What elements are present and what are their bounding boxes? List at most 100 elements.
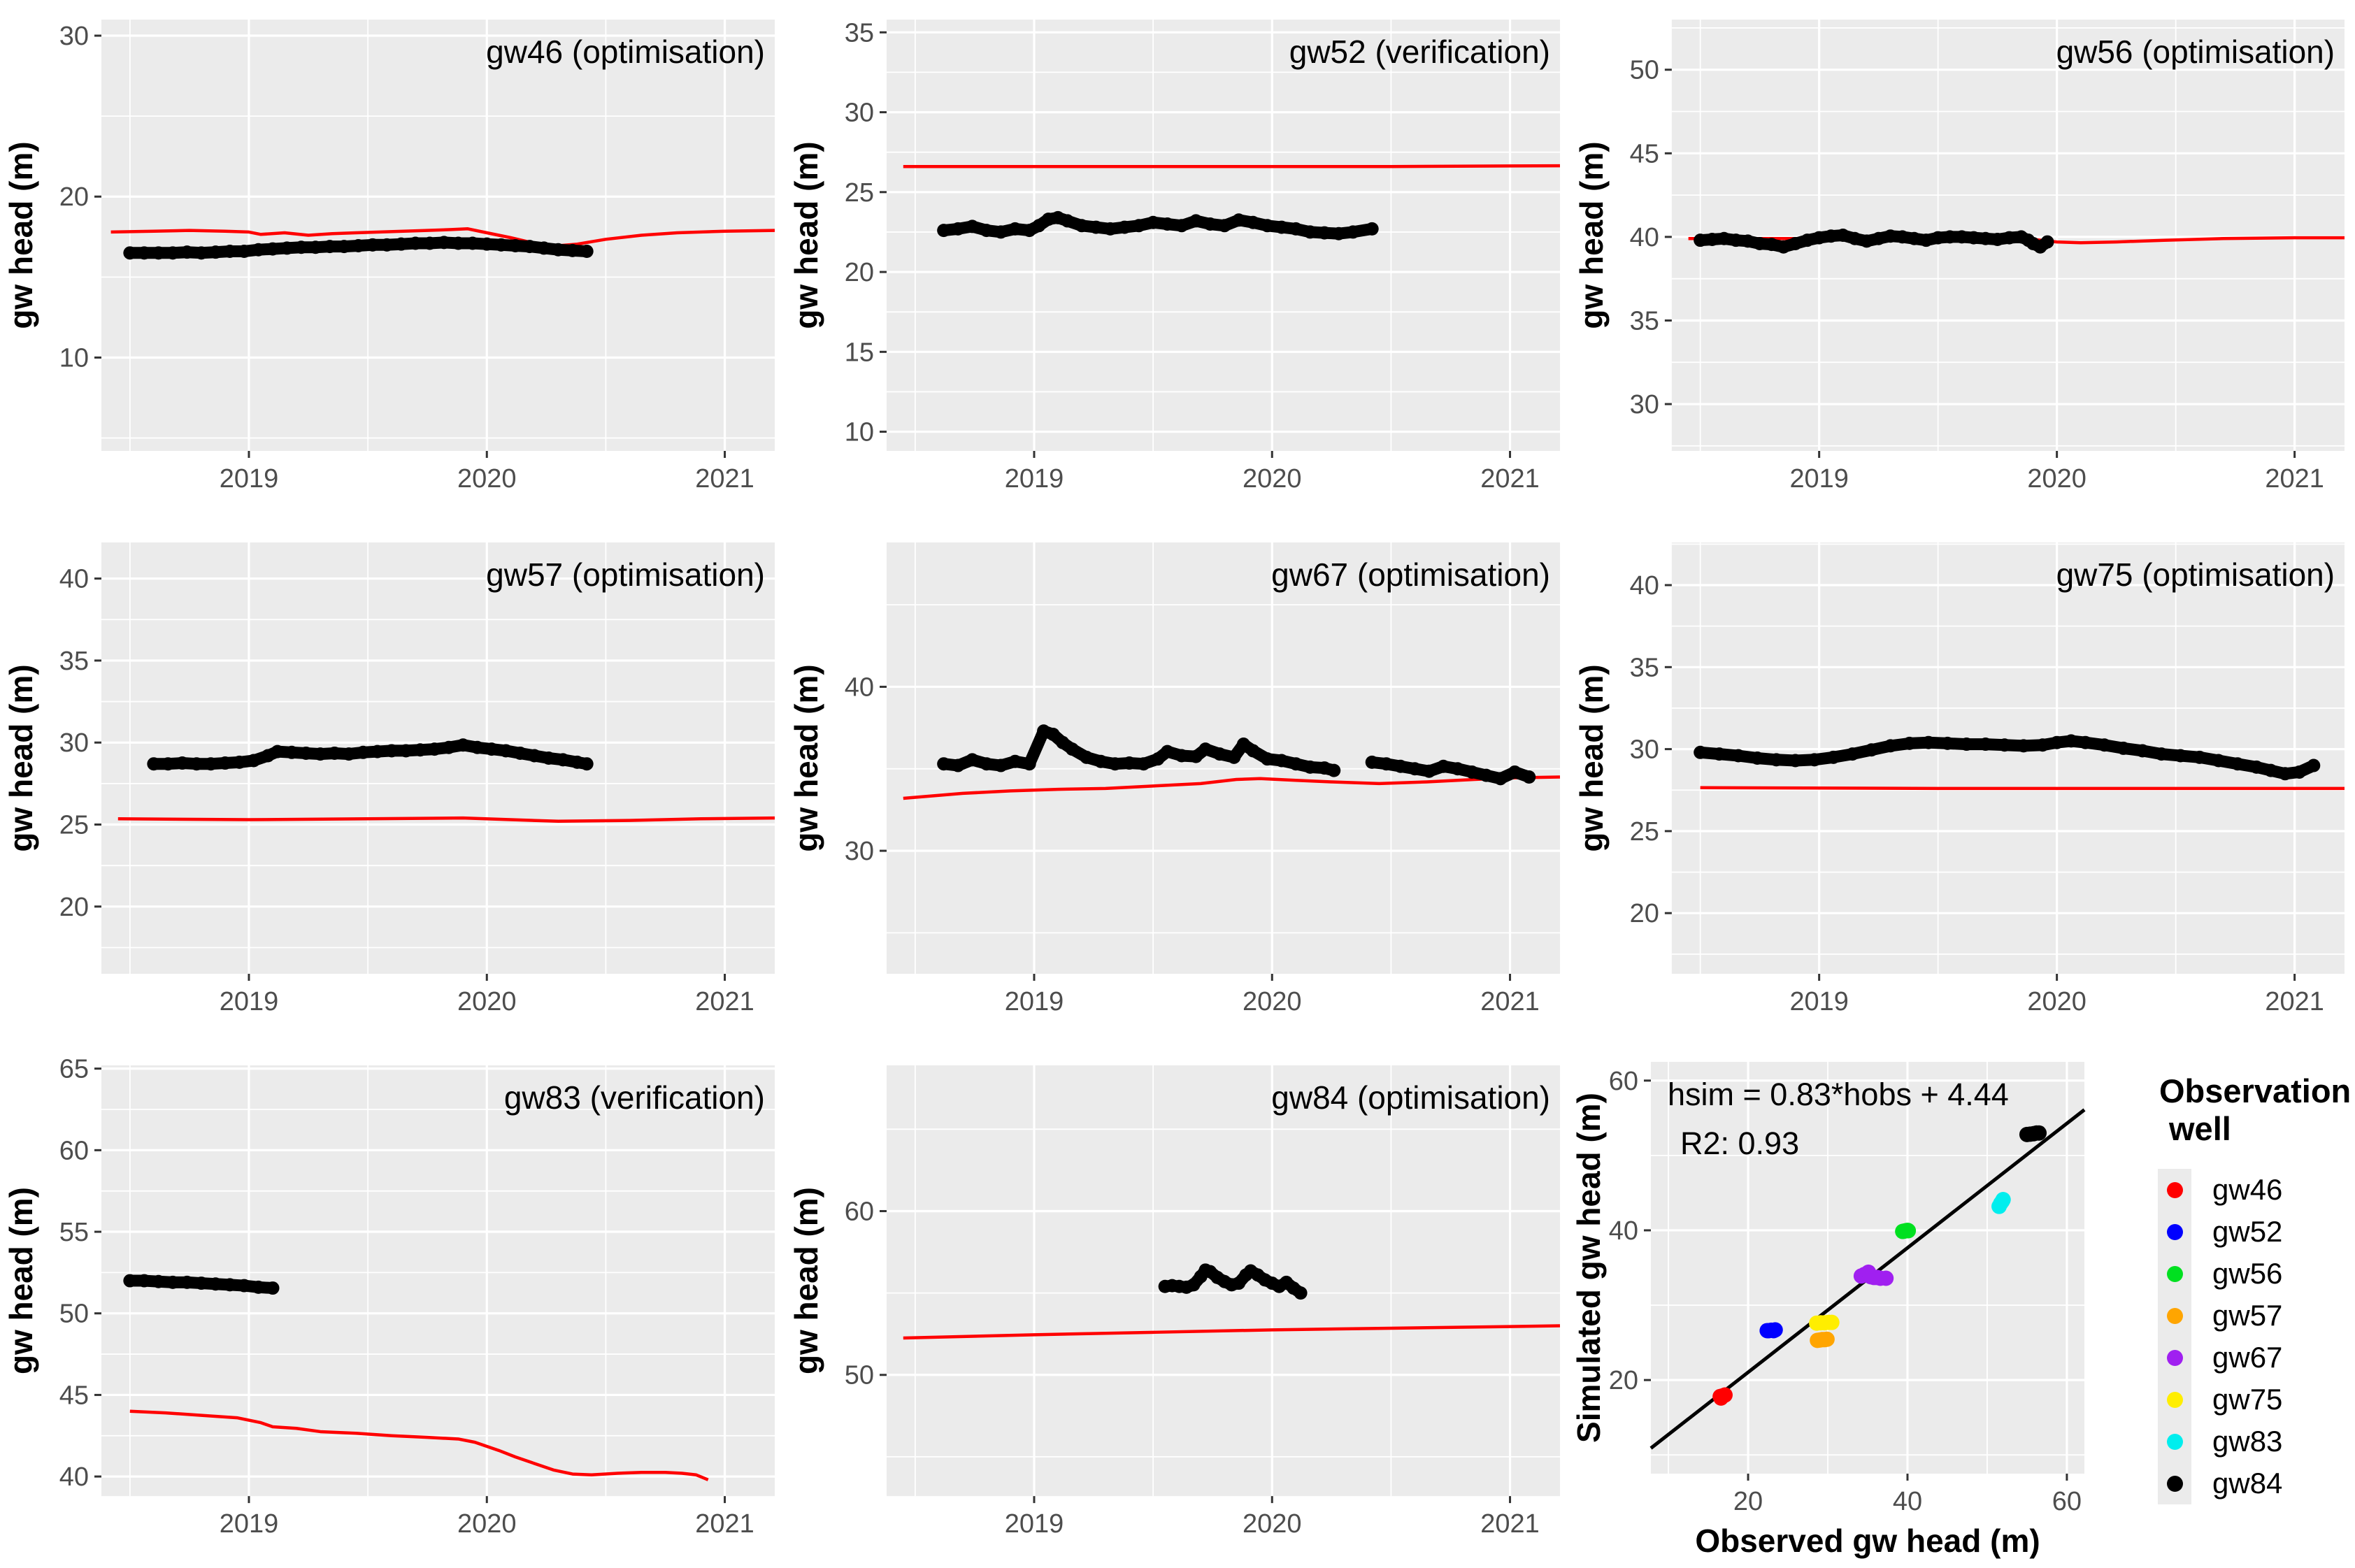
axes: 2019 2020 2021 40 45 50 55 60 65 — [59, 1055, 754, 1539]
svg-text:2019: 2019 — [220, 1509, 279, 1539]
regression-equation: hsim = 0.83*hobs + 4.44 — [1668, 1077, 2009, 1112]
svg-text:60: 60 — [845, 1197, 874, 1226]
svg-text:2020: 2020 — [457, 987, 517, 1016]
gridlines — [887, 20, 1560, 451]
subplot-gw84: 2019 2020 2021 50 60 gw84 (optimisation) gw he… — [785, 1046, 1570, 1568]
legend-dot-icon — [2166, 1181, 2183, 1198]
legend-dot-icon — [2166, 1307, 2183, 1324]
svg-text:2020: 2020 — [2027, 464, 2086, 494]
svg-text:2020: 2020 — [457, 1509, 517, 1539]
svg-text:60: 60 — [2052, 1487, 2082, 1516]
panel-title: gw83 (verification) — [504, 1079, 765, 1116]
svg-text:2020: 2020 — [1243, 1509, 1302, 1539]
svg-text:2020: 2020 — [1243, 464, 1302, 494]
svg-text:40: 40 — [1630, 571, 1659, 600]
svg-text:2020: 2020 — [1243, 987, 1302, 1016]
svg-text:45: 45 — [59, 1381, 89, 1410]
svg-text:2020: 2020 — [2027, 987, 2086, 1016]
x-axis-title: Observed gw head (m) — [1695, 1523, 2040, 1559]
observed-points — [937, 724, 1536, 786]
gridlines — [887, 542, 1560, 974]
panel-title: gw46 (optimisation) — [486, 34, 765, 70]
legend-dot-icon — [2166, 1391, 2183, 1408]
simulated-line — [903, 775, 1561, 800]
gridlines — [887, 1065, 1560, 1497]
gridlines — [1671, 20, 2345, 451]
axes: 2019 2020 2021 10 15 20 25 30 35 — [845, 18, 1540, 494]
legend-item-gw67: gw67 — [2158, 1337, 2355, 1379]
svg-text:25: 25 — [59, 811, 89, 840]
observed-points — [1158, 1263, 1308, 1300]
svg-text:2021: 2021 — [1480, 987, 1540, 1016]
svg-text:2019: 2019 — [220, 464, 279, 494]
legend-key — [2158, 1169, 2191, 1211]
svg-text:2021: 2021 — [1480, 1509, 1540, 1539]
simulated-line — [1700, 786, 2345, 791]
panel-title: gw57 (optimisation) — [486, 556, 765, 593]
legend-item-label: gw57 — [2212, 1299, 2283, 1332]
legend-key — [2158, 1253, 2191, 1295]
axes: 2019 2020 2021 20 25 30 35 40 — [59, 565, 754, 1016]
svg-text:20: 20 — [59, 182, 89, 212]
svg-text:40: 40 — [845, 672, 874, 702]
gw46-chart: 2019 2020 2021 10 20 30 gw46 (optimisation) gw … — [3, 20, 775, 494]
y-axis-title: gw head (m) — [1573, 664, 1610, 851]
scatter-points-gw57 — [1810, 1331, 1835, 1348]
gw56-chart: 2019 2020 2021 30 35 40 45 50 gw56 (optimisation… — [1573, 20, 2345, 494]
svg-text:40: 40 — [59, 1462, 89, 1492]
svg-text:40: 40 — [59, 565, 89, 594]
subplot-gw52: 2019 2020 2021 10 15 20 25 30 35 gw52 (verificati… — [785, 0, 1570, 523]
svg-text:55: 55 — [59, 1218, 89, 1247]
svg-text:2019: 2019 — [1005, 1509, 1064, 1539]
svg-text:2019: 2019 — [1005, 987, 1064, 1016]
gw57-chart: 2019 2020 2021 20 25 30 35 40 gw57 (optimisation… — [3, 542, 775, 1016]
axes: 20 40 60 20 40 60 — [1609, 1067, 2082, 1516]
legend-dot-icon — [2166, 1349, 2183, 1366]
legend-item-gw57: gw57 — [2158, 1295, 2355, 1337]
scatter-chart: 20 40 60 20 40 60 hsim = 0.83*hobs + 4.44 R2: 0… — [1570, 1062, 2086, 1559]
panel-title: gw75 (optimisation) — [2056, 556, 2335, 593]
svg-text:35: 35 — [1630, 653, 1659, 682]
svg-text:20: 20 — [59, 893, 89, 922]
svg-text:2019: 2019 — [1789, 987, 1848, 1016]
svg-text:50: 50 — [845, 1361, 874, 1390]
scatter-points-gw84 — [2019, 1125, 2047, 1142]
legend-item-label: gw67 — [2212, 1341, 2283, 1374]
svg-text:35: 35 — [845, 18, 874, 48]
svg-text:2021: 2021 — [695, 1509, 754, 1539]
gridlines — [1651, 1062, 2084, 1474]
y-axis-title: Simulated gw head (m) — [1570, 1093, 1607, 1443]
gridlines — [1671, 542, 2345, 974]
svg-text:40: 40 — [1893, 1487, 1922, 1516]
legend-item-label: gw84 — [2212, 1467, 2283, 1500]
observed-points — [123, 1274, 280, 1295]
legend-title-line1: Observation — [2159, 1072, 2352, 1109]
legend-item-gw52: gw52 — [2158, 1211, 2355, 1253]
svg-text:2019: 2019 — [220, 987, 279, 1016]
simulated-line — [903, 1324, 1561, 1340]
svg-text:35: 35 — [59, 647, 89, 676]
observed-points — [1694, 229, 2054, 254]
svg-text:20: 20 — [1609, 1366, 1638, 1395]
svg-text:30: 30 — [845, 99, 874, 128]
scatter-points-gw52 — [1759, 1322, 1783, 1339]
svg-text:15: 15 — [845, 338, 874, 367]
svg-text:60: 60 — [59, 1136, 89, 1165]
panel-title: gw67 (optimisation) — [1271, 556, 1550, 593]
svg-text:45: 45 — [1630, 139, 1659, 168]
legend-title: Observation well — [2158, 1072, 2355, 1148]
scatter-points-gw75 — [1809, 1314, 1840, 1331]
gw75-chart: 2019 2020 2021 20 25 30 35 40 gw75 (optimisation… — [1573, 542, 2345, 1016]
legend-item-gw84: gw84 — [2158, 1462, 2355, 1505]
gw52-chart: 2019 2020 2021 10 15 20 25 30 35 gw52 (verificati… — [788, 18, 1561, 494]
r-squared-value: R2: 0.93 — [1680, 1125, 1799, 1161]
y-axis-title: gw head (m) — [3, 141, 39, 329]
legend-item-gw83: gw83 — [2158, 1420, 2355, 1463]
y-axis-title: gw head (m) — [788, 664, 824, 851]
axes: 2019 2020 2021 30 40 — [845, 672, 1540, 1016]
observed-points — [147, 738, 594, 771]
y-axis-title: gw head (m) — [3, 664, 39, 851]
simulated-line — [129, 1409, 709, 1481]
svg-text:30: 30 — [1630, 390, 1659, 419]
